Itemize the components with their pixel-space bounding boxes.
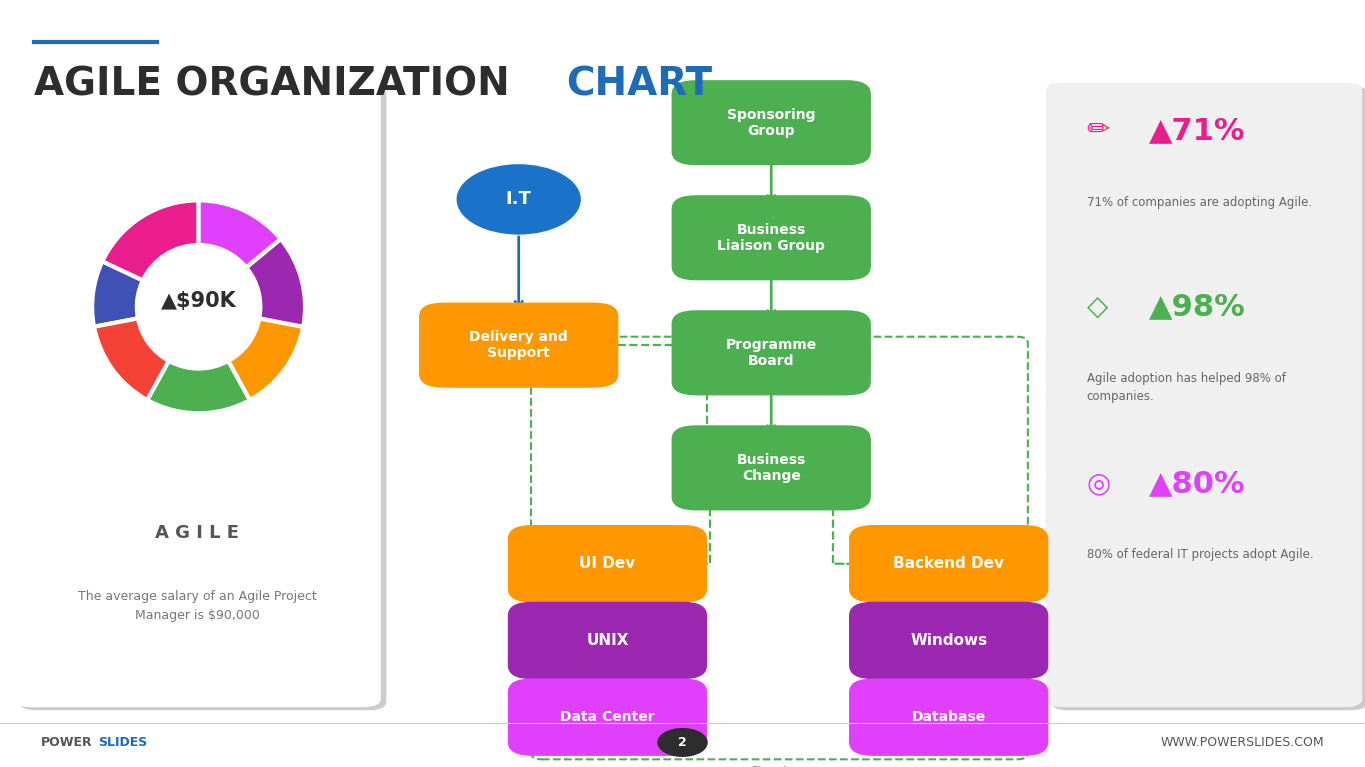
FancyBboxPatch shape [14,83,381,707]
FancyBboxPatch shape [1051,86,1365,710]
Text: Database: Database [912,710,986,724]
Text: 80% of federal IT projects adopt Agile.: 80% of federal IT projects adopt Agile. [1087,548,1313,561]
Wedge shape [228,318,303,400]
Text: SLIDES: SLIDES [98,736,147,749]
Text: Data Center: Data Center [560,710,655,724]
Text: Programme
Board: Programme Board [726,337,816,368]
Text: 71% of companies are adopting Agile.: 71% of companies are adopting Agile. [1087,196,1312,209]
Text: Business
Change: Business Change [737,453,805,483]
Text: UNIX: UNIX [586,633,629,648]
Text: ▲98%: ▲98% [1149,292,1246,321]
FancyBboxPatch shape [672,81,871,166]
Text: Agile adoption has helped 98% of
companies.: Agile adoption has helped 98% of compani… [1087,372,1286,403]
Text: Structure: Structure [751,765,808,767]
Text: Business
Liaison Group: Business Liaison Group [717,222,826,253]
Text: Sponsoring
Group: Sponsoring Group [728,107,815,138]
FancyBboxPatch shape [672,310,871,396]
FancyBboxPatch shape [849,525,1048,603]
Wedge shape [246,239,304,327]
Text: ▲71%: ▲71% [1149,116,1246,145]
Text: ▲80%: ▲80% [1149,469,1246,498]
Text: Backend Dev: Backend Dev [893,556,1005,571]
Text: The average salary of an Agile Project
Manager is $90,000: The average salary of an Agile Project M… [78,590,317,622]
Text: I.T: I.T [506,190,531,209]
Wedge shape [199,200,281,268]
FancyBboxPatch shape [849,678,1048,756]
FancyBboxPatch shape [419,302,618,387]
FancyBboxPatch shape [672,425,871,511]
Circle shape [658,729,707,756]
Text: ✏: ✏ [1087,117,1110,144]
Text: ◇: ◇ [1087,293,1108,321]
Text: Windows: Windows [910,633,987,648]
FancyBboxPatch shape [508,525,707,603]
Wedge shape [93,262,143,327]
Wedge shape [147,361,250,413]
FancyBboxPatch shape [1046,83,1362,707]
Text: 2: 2 [678,736,687,749]
FancyBboxPatch shape [19,86,386,710]
Text: UI Dev: UI Dev [579,556,636,571]
FancyBboxPatch shape [508,678,707,756]
Text: POWER: POWER [41,736,93,749]
Text: WWW.POWERSLIDES.COM: WWW.POWERSLIDES.COM [1160,736,1324,749]
Text: A G I L E: A G I L E [156,524,239,542]
Wedge shape [102,200,199,281]
Text: ◎: ◎ [1087,469,1111,497]
FancyBboxPatch shape [849,601,1048,680]
Text: Delivery and
Support: Delivery and Support [470,330,568,360]
FancyBboxPatch shape [672,196,871,281]
Text: ▲$90K: ▲$90K [161,291,236,311]
Circle shape [457,165,580,234]
Text: AGILE ORGANIZATION: AGILE ORGANIZATION [34,65,523,104]
Wedge shape [94,318,169,400]
FancyBboxPatch shape [508,601,707,680]
Text: CHART: CHART [566,65,713,104]
